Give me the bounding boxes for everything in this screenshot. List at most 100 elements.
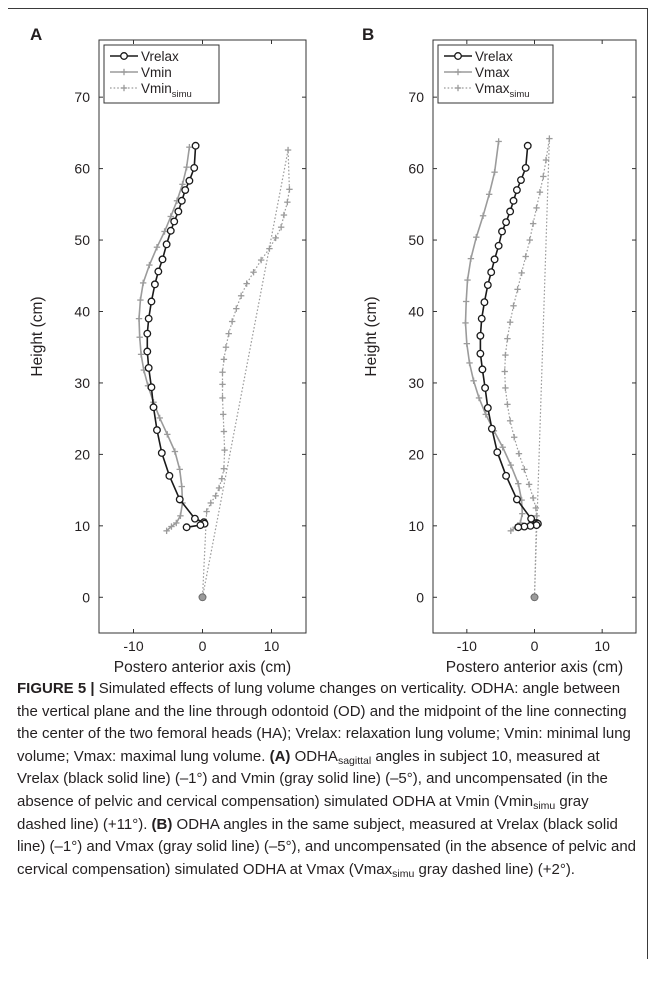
panel-a-series-vmin-simu-point [250, 268, 257, 276]
panel-a-series-vmin-simu-point [280, 211, 288, 219]
caption-panel-a-label: (A) [269, 747, 291, 765]
panel-a-legend-entry-vmin-simu-swatch-marker [120, 84, 128, 92]
panel-b-ytick-label: 70 [408, 89, 424, 105]
panel-a-xtick-label: -10 [123, 638, 143, 654]
panel-a-series-vrelax-point [147, 297, 156, 306]
panel-b-series-vrelax-point [502, 471, 511, 480]
panel-b-series-vmax-simu-origin-point [530, 593, 539, 602]
panel-b-chart: B 0 10 20 30 40 50 60 70 -10 0 10 Postero anterior a… [362, 25, 637, 676]
panel-a-series-vmin-simu-point [219, 381, 226, 388]
panel-b-series-vrelax-point [477, 314, 486, 323]
panel-a-series-vmin-point [136, 334, 143, 341]
panel-a-yaxis-label: Height (cm) [29, 296, 46, 376]
panel-a-series-vmin-point [171, 448, 179, 455]
panel-a-series-vmin-point [135, 315, 143, 322]
panel-b-series-vmax-point [515, 480, 522, 487]
panel-b-legend-entry-vrelax-label: Vrelax [475, 49, 513, 64]
panel-a-series-vrelax-point [144, 314, 153, 323]
panel-a-ytick-label: 10 [74, 518, 90, 534]
panel-b-series-vrelax-point [487, 268, 496, 277]
panel-a-series-vmin-simu-origin-point [198, 593, 207, 602]
panel-b-series-vmax-simu-point [506, 319, 514, 326]
panel-b-series-vrelax-point [498, 227, 506, 236]
panel-a-series-vmin-point [156, 414, 163, 422]
panel-b-series-vmax-simu-point [533, 512, 540, 520]
panel-b-series-vrelax [476, 141, 542, 532]
panel-b-xtick-label: 10 [594, 638, 610, 654]
panel-a-legend-entry-vmin: Vmin [110, 65, 172, 80]
panel-a-series-vmin-simu-point [237, 292, 245, 299]
panel-b-series-vrelax-point [490, 255, 499, 264]
panel-b-series-vmax-simu-point [518, 269, 525, 277]
panel-b-legend-entry-vrelax-swatch-marker [454, 52, 462, 60]
panel-b-series-vrelax-point [512, 186, 521, 194]
panel-a-ytick-label: 0 [82, 589, 90, 605]
panel-b-series-vrelax-point [506, 207, 515, 216]
panel-b-series-vmax-point [463, 340, 471, 347]
panel-b-series-vrelax-point [523, 141, 532, 150]
caption-sub-sagittal: sagittal [337, 754, 372, 767]
panel-a-series-vmin-simu-point [220, 465, 228, 472]
panel-b-series-vmax [462, 138, 526, 535]
panel-a-series-vmin-simu-point [272, 234, 279, 242]
panel-b-series-vrelax-point [480, 298, 489, 307]
panel-a-legend-entry-vmin-swatch-marker [120, 68, 128, 76]
panel-a-series-vmin-simu-point [203, 508, 210, 515]
panel-a-axes-box [98, 39, 307, 634]
caption-text-5: ODHA angles in the same subject, measure… [17, 815, 636, 878]
panel-b-series-vmax-simu-point [521, 466, 528, 473]
panel-b-series-vmax-point [475, 394, 483, 402]
panel-a-series-vrelax-point [174, 207, 183, 216]
panel-b-ytick-label: 60 [408, 161, 424, 177]
panel-b-series-vrelax-point [502, 218, 511, 227]
panel-a-legend-entry-vrelax: Vrelax [110, 49, 179, 64]
panel-a-series-vrelax-point [166, 226, 175, 235]
panel-b-series-vmax-simu-point [525, 481, 533, 488]
panel-a-chart: A 0 10 20 30 40 50 60 70 -10 0 10 Postero anterior a… [29, 25, 307, 676]
panel-b-series-vmax-point [462, 298, 470, 305]
panel-b-series-vrelax-point [509, 196, 518, 205]
panel-b-series-vmax-point [499, 444, 506, 451]
panel-b-series-vmax-simu-point [502, 384, 509, 392]
panel-a-series-vmin-simu-point [212, 492, 219, 500]
panel-a-series-vmin-simu-point [215, 484, 223, 492]
panel-b-series-vmax-simu-point [504, 335, 511, 342]
panel-b-series-vmax-simu-point [546, 135, 553, 142]
panel-a-series-vrelax-point [196, 521, 205, 530]
panel-a-series-vrelax-point [185, 176, 194, 185]
panel-b-series-vmax-point [485, 191, 493, 198]
panel-b-series-vrelax-point [517, 176, 525, 184]
panel-a-ytick-label: 50 [74, 232, 90, 248]
panel-a-series-vmin-simu-point [257, 256, 265, 264]
panel-a-series-vmin-simu-point [220, 356, 228, 363]
panel-b-series-vmax-simu-point [522, 253, 529, 260]
panel-a-series-vmin-simu-point [220, 411, 227, 418]
caption-text-6: gray dashed line) (+2°). [414, 860, 575, 878]
panel-b-legend-entry-vmax-label: Vmax [475, 65, 510, 80]
panel-a-series-vmin-simu-point [284, 146, 292, 154]
panel-b-series-vmax-point [473, 233, 480, 241]
panel-a-legend-entry-vrelax-swatch-marker [120, 52, 128, 60]
panel-b-series-vmax-simu-point [529, 220, 537, 227]
panel-a-series-vmin-simu-point [233, 305, 240, 312]
panel-a-series-vmin-simu-point [207, 499, 214, 507]
panel-a-series-vrelax-point [191, 141, 200, 150]
caption-figure-label: FIGURE 5 | [17, 680, 95, 697]
panel-b-series-vrelax-line [479, 145, 539, 529]
panel-a-series-vmin-simu-point [225, 330, 232, 337]
panel-b-legend-entry-vmax-swatch-marker [454, 68, 462, 76]
panel-b-ytick-label: 10 [408, 518, 424, 534]
panel-a-series-vmin-simu-point [220, 428, 228, 435]
panel-a-series-vmin-point [177, 512, 184, 520]
panel-b-series-vrelax-point [483, 281, 492, 290]
panel-b-series-vrelax-point [481, 383, 490, 392]
panel-b-ytick-label: 40 [408, 303, 424, 319]
panel-b-series-vmax-simu-point [540, 173, 547, 180]
panel-a-series-vmin-point [139, 279, 147, 287]
caption-sub-simu-b: simu [392, 867, 415, 880]
panel-a-ytick-label: 70 [74, 89, 90, 105]
panel-b-series-vmax-simu-point [510, 302, 517, 309]
panel-b-legend-entry-vmax: Vmax [444, 65, 510, 80]
figure-charts: A 0 10 20 30 40 50 60 70 -10 0 10 Postero anterior a… [29, 25, 637, 676]
panel-b-series-vrelax-point [476, 331, 485, 340]
